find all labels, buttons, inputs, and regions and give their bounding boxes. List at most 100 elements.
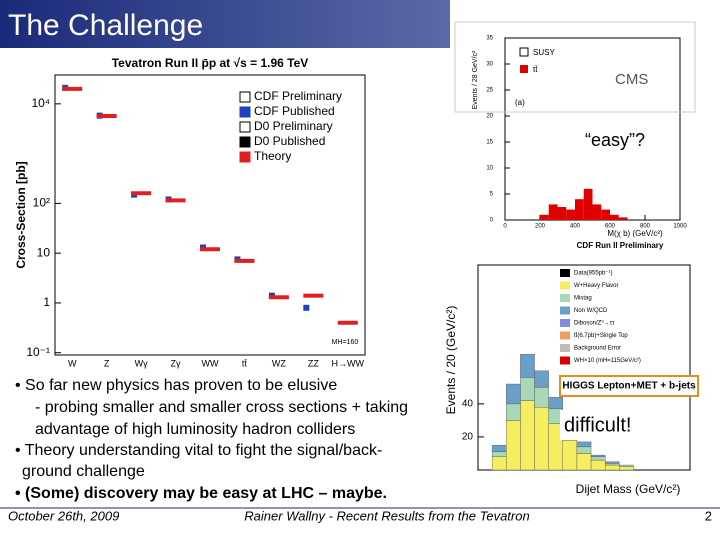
legend-swatch	[560, 319, 570, 327]
stack-segment	[520, 400, 535, 471]
legend-label: D0 Published	[254, 134, 325, 148]
y-axis-label: Events / 28 GeV/c²	[472, 50, 479, 109]
stack-segment	[619, 464, 634, 467]
y-tick-label: 20	[486, 114, 493, 120]
legend-label: Theory	[254, 149, 291, 163]
x-tick-label: Zγ	[171, 358, 181, 368]
legend-swatch	[239, 151, 251, 163]
stack-segment	[491, 445, 507, 453]
theory-bar	[131, 191, 152, 196]
x-tick-label: WW	[202, 358, 219, 368]
legend-swatch	[239, 106, 251, 118]
y-tick-label: 15	[486, 140, 493, 146]
x-tick-label: Z	[104, 358, 110, 368]
legend-label: CDF Published	[254, 104, 335, 118]
x-tick-label: W	[68, 358, 77, 368]
theory-bar	[62, 86, 83, 91]
stack-segment	[506, 403, 521, 421]
panel-label: (a)	[515, 98, 525, 107]
hist-bar	[610, 214, 619, 220]
legend-swatch	[239, 121, 251, 133]
hist-bar	[592, 204, 602, 220]
x-tick-label: WZ	[272, 358, 286, 368]
xsec-frame	[54, 74, 366, 356]
stack-segment	[506, 383, 521, 405]
footer-talk: Rainer Wallny - Recent Results from the …	[244, 508, 529, 523]
legend-swatch	[560, 344, 570, 352]
y-tick-label: 10⁴	[31, 96, 50, 110]
y-tick-label: 10	[37, 245, 51, 259]
legend-swatch	[520, 65, 528, 73]
y-tick-label: 10	[486, 166, 493, 172]
y-tick-label: 20	[462, 432, 474, 443]
stack-segment	[576, 441, 592, 448]
theory-bar	[303, 293, 324, 298]
legend-label: Data(955pb⁻¹)	[574, 271, 613, 277]
legend-label: CDF Preliminary	[254, 89, 342, 103]
stack-segment	[534, 406, 549, 471]
x-axis-label: M(χ b) (GeV/c²)	[607, 229, 663, 238]
stack-segment	[534, 387, 549, 408]
legend-label: Background Error	[574, 346, 621, 352]
stack-segment	[491, 451, 507, 457]
stack-segment	[520, 377, 535, 401]
bullet-line: • Theory understanding vital to fight th…	[15, 442, 382, 459]
y-tick-label: 5	[490, 192, 494, 198]
y-tick-label: 35	[486, 36, 493, 42]
hist-bar	[540, 214, 549, 220]
stack-segment	[590, 459, 606, 471]
stack-segment	[491, 456, 507, 471]
annotation-bg	[560, 410, 660, 440]
title-bar	[0, 0, 450, 48]
legend-label: Non W/QCD	[574, 308, 608, 314]
x-tick-label: 0	[503, 224, 507, 230]
legend-swatch	[560, 356, 570, 365]
legend-label: W+Heavy Flavor	[574, 283, 619, 289]
plot-caption: CDF Run II Preliminary	[577, 241, 664, 250]
stack-segment	[576, 446, 592, 454]
x-tick-label: ZZ	[308, 358, 319, 368]
theory-bar	[200, 247, 220, 252]
legend-label: Mistag	[574, 296, 592, 302]
stack-segment	[590, 454, 606, 457]
bullet-line: ground challenge	[22, 463, 145, 480]
x-tick-label: tt̄	[242, 358, 248, 368]
y-tick-label: 25	[486, 88, 493, 94]
bullet-line: - probing smaller and smaller cross sect…	[35, 399, 408, 416]
banner-box	[559, 375, 699, 397]
hist-bar	[601, 209, 610, 220]
theory-bar	[165, 198, 186, 203]
stack-segment	[506, 420, 521, 471]
page-number: 2	[705, 508, 712, 523]
y-tick-label: 0	[490, 218, 494, 224]
y-tick-label: 1	[43, 295, 50, 309]
hist-bar	[575, 199, 584, 220]
stack-segment	[520, 354, 535, 378]
logo: CMS	[615, 71, 648, 88]
legend-swatch	[560, 294, 570, 302]
x-tick-label: Wγ	[135, 358, 148, 368]
bullet-line: • So far new physics has proven to be el…	[15, 377, 337, 394]
susy-box	[454, 21, 696, 113]
x-tick-label: 800	[640, 224, 651, 230]
stack-segment	[548, 397, 564, 410]
footer-date: October 26th, 2009	[8, 508, 119, 523]
theory-bar	[234, 258, 255, 263]
hist-bar	[566, 209, 575, 220]
legend-swatch	[519, 47, 529, 57]
legend-label: D0 Preliminary	[254, 119, 333, 133]
y-tick-label: 40	[462, 399, 474, 410]
theory-bar	[268, 295, 289, 300]
legend-swatch	[560, 306, 570, 315]
annotation: MH=160	[332, 339, 359, 346]
hist-bar	[548, 204, 558, 220]
annotation: difficult!	[564, 414, 631, 436]
stack-segment	[605, 461, 620, 464]
x-tick-label: 200	[535, 224, 546, 230]
bullet-line: advantage of high luminosity hadron coll…	[35, 421, 355, 438]
legend-label: tt̄(6.7pb)+Single Top	[574, 332, 628, 339]
x-tick-label: 600	[605, 224, 616, 230]
legend-swatch	[560, 269, 570, 277]
measured-point	[303, 304, 310, 311]
legend-label: Diboson/Z⁰→ττ	[574, 320, 615, 327]
